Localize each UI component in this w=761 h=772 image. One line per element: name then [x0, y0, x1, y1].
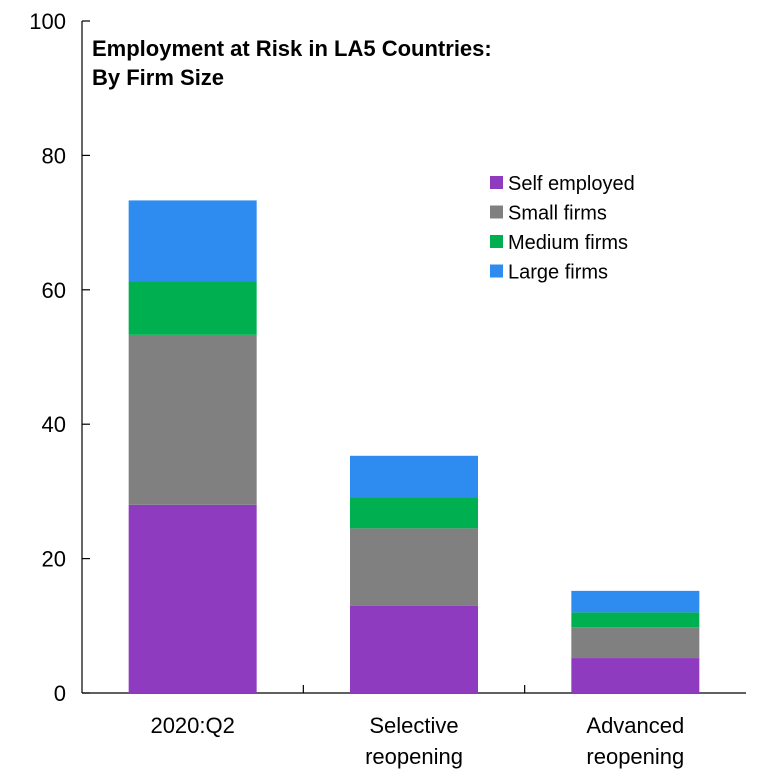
bar-segment [128, 200, 257, 282]
legend-swatch [490, 235, 503, 248]
y-tick-label: 20 [42, 547, 66, 572]
legend-swatch [490, 264, 503, 278]
x-tick-label: reopening [586, 744, 684, 769]
bars [128, 200, 700, 693]
legend-swatch [490, 176, 503, 189]
bar-segment [571, 612, 700, 628]
bar-segment [350, 605, 478, 693]
bar-segment [571, 590, 700, 613]
bar-segment [350, 497, 478, 529]
legend-label: Self employed [508, 173, 635, 195]
legend-label: Medium firms [508, 232, 628, 254]
x-tick-label: reopening [365, 744, 463, 769]
legend-label: Large firms [508, 262, 608, 284]
legend-swatch [490, 205, 503, 219]
bar-segment [571, 658, 700, 693]
x-axis: 2020:Q2 Selective reopening Advanced reopeni… [150, 685, 684, 769]
y-tick-label: 80 [42, 143, 66, 168]
y-tick-label: 100 [29, 9, 66, 34]
bar-segment [350, 528, 478, 606]
chart-title-line: Employment at Risk in LA5 Countries: [92, 36, 492, 61]
bar-segment [571, 627, 700, 659]
x-tick-label: Advanced [586, 713, 684, 738]
bar-segment [128, 504, 257, 693]
y-axis: 0 20 40 60 80 100 [29, 9, 90, 706]
x-tick-label: 2020:Q2 [150, 713, 234, 738]
bar-segment [128, 281, 257, 335]
legend-label: Small firms [508, 203, 607, 225]
legend: Self employed Small firms Medium firms Larg… [490, 173, 635, 284]
y-tick-label: 40 [42, 412, 66, 437]
x-tick-label: Selective [369, 713, 458, 738]
bar-segment [350, 455, 478, 498]
y-tick-label: 0 [54, 681, 66, 706]
y-tick-label: 60 [42, 278, 66, 303]
chart-title: Employment at Risk in LA5 Countries: By F… [92, 36, 492, 90]
bar-segment [128, 334, 257, 505]
chart-title-line: By Firm Size [92, 65, 224, 90]
